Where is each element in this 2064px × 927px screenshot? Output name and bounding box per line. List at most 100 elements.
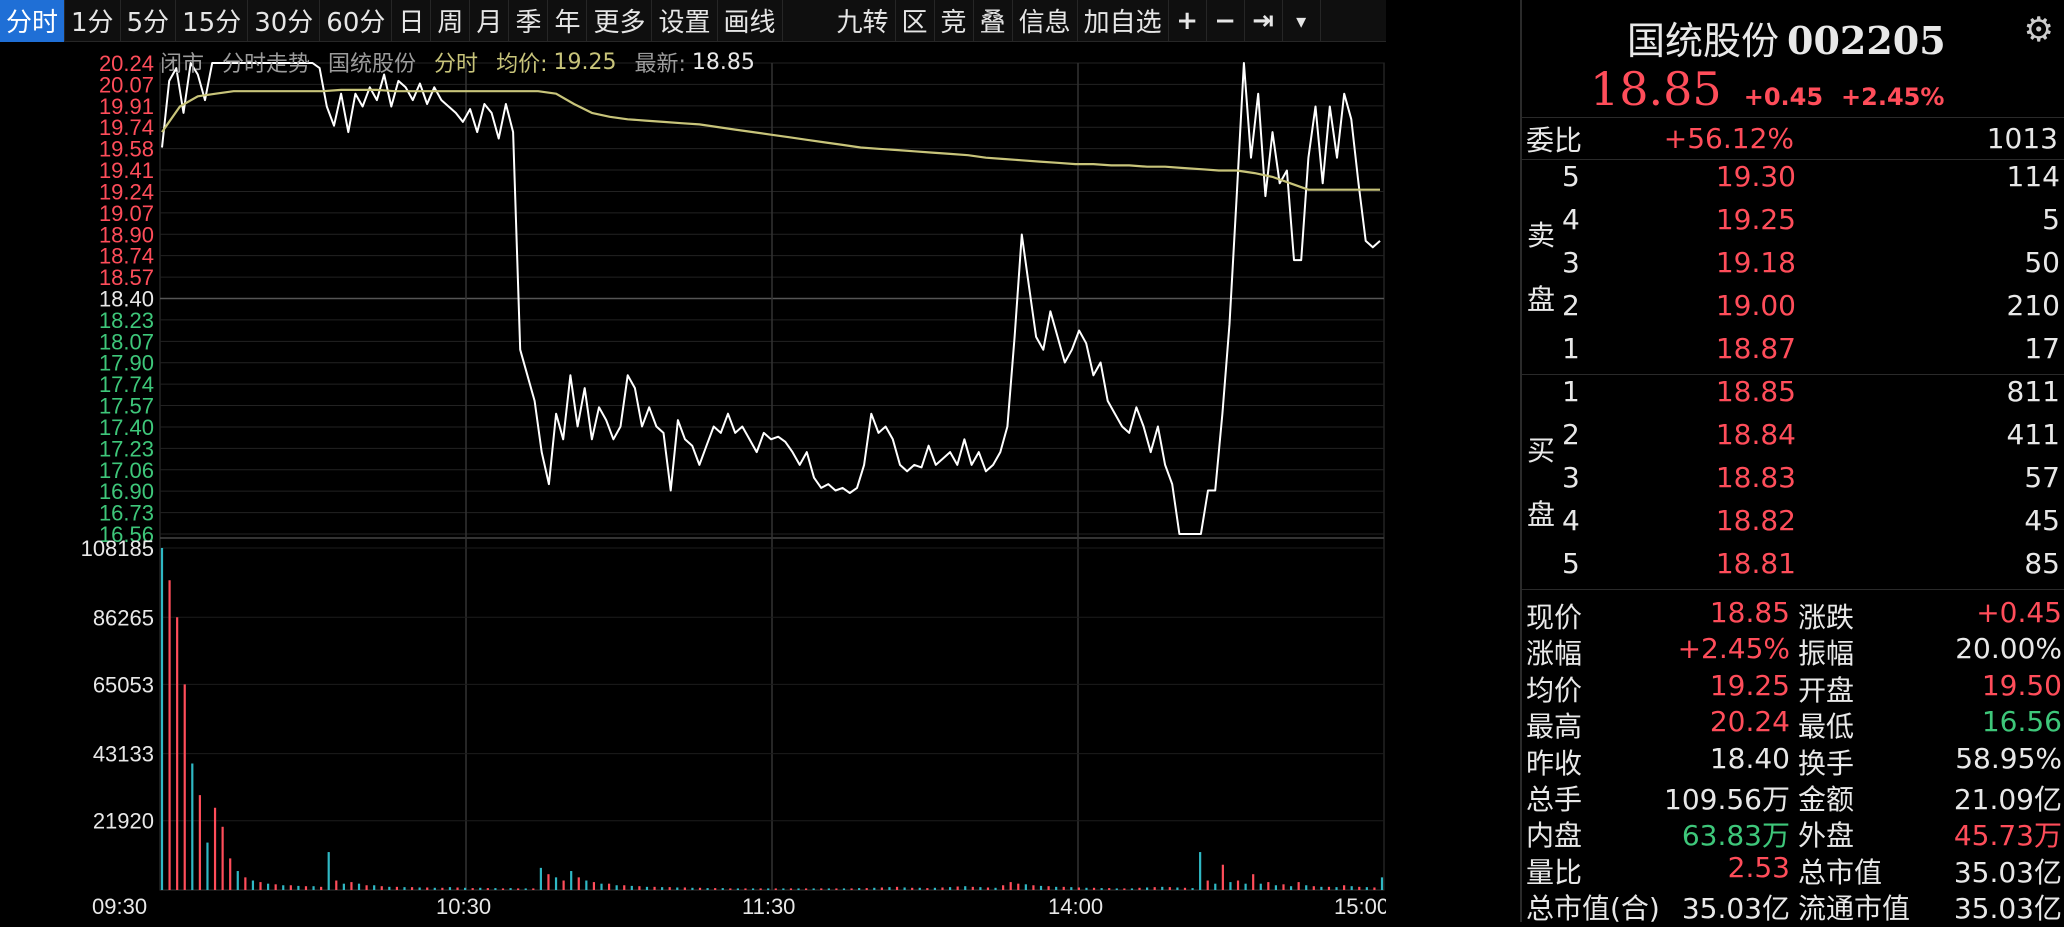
- level-price: 19.00: [1715, 289, 1796, 322]
- price-tick-label: 17.57: [99, 394, 154, 419]
- period-tabs: 分时 1分 5分 15分 30分 60分日周月季年更多 设置 画线: [0, 0, 783, 42]
- level-volume: 17: [2024, 332, 2060, 365]
- stat-value: +0.45: [1976, 596, 2062, 629]
- price-tick-label: 19.74: [99, 115, 154, 140]
- price-tick-label: 17.06: [99, 458, 154, 483]
- intraday-chart[interactable]: 20.2410.00%20.079.10%19.918.19%19.747.29…: [0, 42, 1386, 922]
- sell-side-label: 卖 盘: [1526, 160, 1556, 375]
- toolbar-spacer: [783, 0, 831, 42]
- tab-8[interactable]: 月: [470, 0, 510, 42]
- stat-value: 35.03亿: [1681, 892, 1790, 926]
- stat-label: 换手: [1798, 746, 1855, 780]
- toolbar-item-2[interactable]: 竞: [935, 0, 974, 42]
- avg-price-label: 均价:: [496, 52, 548, 77]
- stat-cell: 开盘 19.50: [1794, 669, 2064, 707]
- stat-cell: 最高 20.24: [1522, 705, 1794, 743]
- stat-value: 20.24: [1709, 705, 1790, 739]
- stock-code: 002205: [1787, 18, 1946, 63]
- level-volume: 50: [2024, 246, 2060, 279]
- level-price: 19.25: [1715, 203, 1796, 236]
- tab-12[interactable]: 设置: [652, 0, 718, 42]
- tab-9[interactable]: 季: [509, 0, 549, 42]
- toolbar-item-0[interactable]: 九转: [831, 0, 896, 42]
- time-tick-label: 09:30: [92, 894, 147, 919]
- tab-4[interactable]: 30分: [248, 0, 321, 42]
- stat-cell: 涨幅 +2.45%: [1522, 632, 1794, 670]
- toolbar-item-5[interactable]: 加自选: [1078, 0, 1169, 42]
- level-price: 18.81: [1715, 547, 1796, 580]
- weibi-label: 委比: [1526, 123, 1583, 157]
- toolbar-item-4[interactable]: 信息: [1013, 0, 1078, 42]
- weibi-row: 委比 +56.12% 1013: [1522, 118, 2064, 160]
- toolbar-item-1[interactable]: 区: [896, 0, 935, 42]
- level-number: 5: [1562, 160, 1580, 193]
- intraday-chart-panel[interactable]: 20.2410.00%20.079.10%19.918.19%19.747.29…: [0, 42, 1386, 922]
- level-number: 2: [1562, 289, 1580, 322]
- tab-7[interactable]: 周: [431, 0, 471, 42]
- stat-cell: 内盘 63.83万: [1522, 814, 1794, 852]
- latest-price-label: 最新:: [634, 52, 686, 77]
- stat-label: 外盘: [1798, 819, 1855, 853]
- level-number: 4: [1562, 203, 1580, 236]
- level-volume: 114: [2006, 160, 2060, 193]
- price-tick-label: 19.07: [99, 201, 154, 226]
- weibi-value: +56.12%: [1663, 122, 1794, 155]
- toolbar-item-3[interactable]: 叠: [974, 0, 1013, 42]
- price-tick-label: 16.90: [99, 479, 154, 504]
- tab-1[interactable]: 1分: [65, 0, 121, 42]
- tab-0[interactable]: 分时: [0, 0, 66, 42]
- level-price: 18.83: [1715, 461, 1796, 494]
- stat-label: 涨幅: [1526, 637, 1583, 671]
- stat-cell: 外盘 45.73万: [1794, 814, 2064, 852]
- avg-price-line: [161, 88, 1380, 191]
- tab-2[interactable]: 5分: [121, 0, 177, 42]
- price-change-pct: +2.45%: [1841, 83, 1945, 111]
- stat-value: 35.03亿: [1953, 855, 2062, 889]
- chevron-down-icon[interactable]: ▾: [1283, 0, 1321, 42]
- gear-icon[interactable]: ⚙: [2023, 10, 2054, 50]
- stock-title: 国统股份 002205: [1627, 10, 1946, 65]
- latest-price-value: 18.85: [691, 49, 755, 75]
- stat-value: +2.45%: [1677, 632, 1790, 666]
- time-tick-label: 15:00: [1334, 894, 1386, 919]
- buy-order-book: 买 盘 1 18.85 811 2 18.84 411 3 18.83 57 4 18.82 45 5 1…: [1522, 375, 2064, 590]
- buy-label-char: 盘: [1526, 497, 1555, 531]
- volume-tick-label: 108185: [81, 536, 154, 561]
- weibi-volume: 1013: [1986, 122, 2058, 155]
- buy-label-char: 买: [1526, 433, 1555, 467]
- buy-level-row: 2 18.84 411: [1522, 418, 2064, 461]
- tab-5[interactable]: 60分: [320, 0, 393, 42]
- zoom-out-icon[interactable]: −: [1207, 0, 1245, 42]
- stat-value: 19.25: [1709, 668, 1790, 702]
- zoom-in-icon[interactable]: +: [1169, 0, 1207, 42]
- level-number: 1: [1562, 332, 1580, 365]
- buy-level-row: 1 18.85 811: [1522, 375, 2064, 418]
- stat-label: 金额: [1798, 783, 1855, 816]
- tab-3[interactable]: 15分: [176, 0, 249, 42]
- volume-tick-label: 21920: [93, 809, 154, 834]
- level-price: 19.18: [1715, 246, 1796, 279]
- stat-label: 均价: [1526, 673, 1583, 707]
- stat-value: 45.73万: [1953, 819, 2062, 853]
- level-volume: 811: [2006, 375, 2060, 408]
- tab-13[interactable]: 画线: [718, 0, 783, 42]
- price-tick-label: 19.24: [99, 179, 154, 204]
- sell-level-row: 3 19.18 50: [1522, 246, 2064, 289]
- price-change: +0.45: [1743, 83, 1824, 111]
- price-tick-label: 18.90: [99, 222, 154, 247]
- stock-name: 国统股份: [1627, 19, 1780, 63]
- stat-cell: 总市值(合) 35.03亿: [1522, 887, 1794, 925]
- stat-value: 16.56: [1981, 705, 2062, 739]
- price-line: [161, 62, 1381, 535]
- tab-6[interactable]: 日: [392, 0, 432, 42]
- tab-11[interactable]: 更多: [587, 0, 653, 42]
- avg-price-value: 19.25: [553, 49, 617, 75]
- quote-stats: 现价 18.85 涨跌 +0.45 涨幅 +2.45% 振幅 20.00% 均价 19.25 开盘 1…: [1522, 590, 2064, 925]
- buy-side-label: 买 盘: [1526, 375, 1556, 590]
- price-tick-label: 18.40: [99, 287, 154, 312]
- price-tick-label: 17.40: [99, 415, 154, 440]
- mode-label: 分时: [434, 52, 479, 77]
- jump-to-end-icon[interactable]: ⇥: [1245, 0, 1283, 42]
- tab-10[interactable]: 年: [548, 0, 588, 42]
- stat-cell: 总手 109.56万: [1522, 778, 1794, 816]
